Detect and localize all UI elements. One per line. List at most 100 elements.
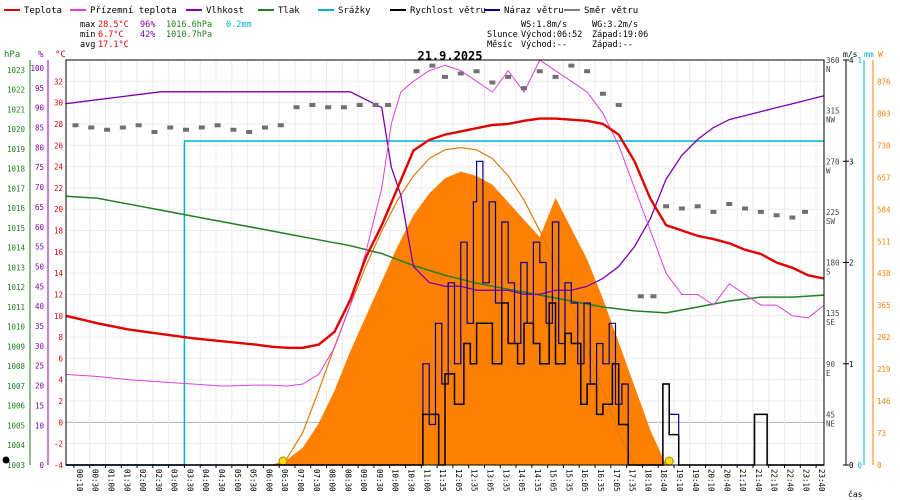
solar-tick-label: 511	[877, 237, 891, 246]
degc-tick-label: 8	[58, 333, 63, 342]
x-tick-label: 02:30	[154, 469, 163, 492]
wind-direction-dot	[757, 209, 764, 214]
x-tick-label: 11:00	[422, 469, 431, 492]
degc-tick-label: 32	[54, 77, 63, 86]
pct-tick-label: 70	[35, 183, 45, 192]
hpa-tick-label: 1014	[7, 244, 26, 253]
stats-avg-temp: 17.1°C	[98, 40, 129, 50]
solar-layer	[271, 146, 674, 466]
x-tick-label: 01:00	[106, 469, 115, 492]
hpa-tick-label: 1008	[7, 362, 26, 371]
axis-title-rain: mm	[864, 50, 874, 59]
axes-layer: 00:10 00:30 01:00 01:30 02:00 02:30 03:00 03:30…	[2, 56, 891, 492]
wind-direction-dot	[789, 215, 796, 220]
wind-direction-dot	[277, 123, 284, 128]
x-tick-label: 18:10	[643, 469, 652, 492]
wind-direction-dot	[568, 63, 575, 68]
x-tick-label: 08:00	[328, 469, 337, 492]
solar-tick-label: 876	[877, 77, 891, 86]
wind-direction-dot	[325, 105, 332, 110]
legend-label-vlhkost: Vlhkost	[206, 6, 244, 16]
x-tick-label: 19:10	[675, 469, 684, 492]
wind-direction-dot	[429, 63, 436, 68]
x-tick-label: 03:00	[170, 469, 179, 492]
x-tick-label: 19:40	[691, 469, 700, 492]
hpa-tick-label: 1022	[7, 86, 25, 95]
legend-label-rychlost-vetru: Rychlost větru	[410, 6, 486, 16]
degc-tick-label: 2	[58, 397, 63, 406]
hpa-tick-label: 1021	[7, 105, 25, 114]
x-tick-label: 09:00	[359, 469, 368, 492]
dir-tick-label: 360	[826, 56, 840, 65]
degc-tick-label: 22	[54, 184, 63, 193]
x-tick-label: 21:40	[754, 469, 763, 492]
dir-tick-label: 180	[826, 259, 840, 268]
rain-tick-label: 0	[857, 461, 862, 470]
x-tick-label: 09:30	[375, 469, 384, 492]
legend: Teplota Přízemní teplota Vlhkost Tlak Sr…	[4, 6, 638, 16]
stats-max-hum: 96%	[140, 20, 155, 30]
x-tick-label: 05:00	[233, 469, 242, 492]
stats-max-press: 1016.6hPa	[166, 20, 212, 30]
wind-direction-dot	[505, 74, 512, 79]
x-tick-label: 14:05	[517, 469, 526, 492]
wind-direction-dot	[246, 130, 253, 134]
wind-direction-dot	[442, 74, 448, 79]
solar-tick-label: 146	[877, 397, 891, 406]
wind-direction-dot	[802, 209, 809, 214]
x-tick-label: 10:00	[391, 469, 400, 492]
wind-direction-dot	[413, 69, 420, 74]
hpa-tick-label: 1006	[7, 402, 26, 411]
wind-direction-dot	[293, 105, 300, 110]
temperature-line	[65, 117, 825, 349]
x-tick-label: 18:40	[659, 469, 668, 492]
x-tick-label: 12:35	[470, 469, 479, 492]
hpa-tick-label: 1010	[7, 323, 26, 332]
x-axis-title: čas	[848, 489, 863, 499]
degc-tick-label: 20	[54, 205, 64, 214]
x-tick-label: 03:30	[185, 469, 194, 492]
humidity-line	[65, 91, 825, 295]
stats-wg: WG:3.2m/s	[592, 20, 638, 30]
stats-ws: WS:1.8m/s	[521, 20, 567, 30]
degc-tick-label: -4	[54, 461, 64, 470]
x-tick-label: 05:30	[249, 469, 258, 492]
solar-radiation-area	[271, 171, 667, 465]
wind-tick-label: 3	[849, 157, 854, 166]
pct-tick-label: 40	[35, 302, 45, 311]
wind-direction-dot	[214, 123, 221, 128]
wind-direction-dot	[167, 125, 174, 130]
dir-tick-label: 45	[826, 410, 835, 419]
wind-direction-dot	[637, 294, 644, 299]
wind-tick-label: 0	[849, 461, 854, 470]
stats-min-label: min	[80, 30, 95, 40]
plot-frame	[65, 59, 825, 466]
x-tick-label: 15:05	[549, 469, 558, 492]
axis-title-degc: °C	[55, 50, 66, 60]
wind-direction-dot	[773, 213, 780, 218]
hpa-tick-label: 1009	[7, 342, 25, 351]
pct-tick-label: 20	[35, 382, 45, 391]
pct-tick-label: 90	[35, 104, 45, 113]
pct-tick-label: 95	[35, 84, 44, 93]
degc-tick-label: 16	[54, 248, 64, 257]
hpa-tick-label: 1005	[7, 421, 25, 430]
x-tick-label: 06:00	[264, 469, 273, 492]
wind-direction-dot	[261, 125, 268, 130]
dir-tick-label: 270	[826, 157, 840, 166]
dir-compass-label: N	[826, 65, 831, 74]
wind-direction-dot	[309, 103, 316, 107]
degc-tick-label: -2	[54, 440, 63, 449]
hpa-tick-label: 1012	[7, 283, 25, 292]
corner-marker	[2, 456, 10, 464]
degc-tick-label: 30	[54, 99, 64, 108]
x-tick-label: 12:05	[454, 469, 463, 492]
axis-title-solar: W	[878, 50, 883, 59]
x-tick-label: 04:00	[201, 469, 210, 492]
x-tick-label: 16:05	[580, 469, 589, 492]
wind-direction-dot	[119, 125, 126, 130]
wind-direction-dot	[104, 127, 111, 132]
pct-tick-label: 55	[35, 243, 44, 252]
x-tick-label: 16:35	[596, 469, 605, 492]
wind-direction-dot	[726, 202, 733, 206]
